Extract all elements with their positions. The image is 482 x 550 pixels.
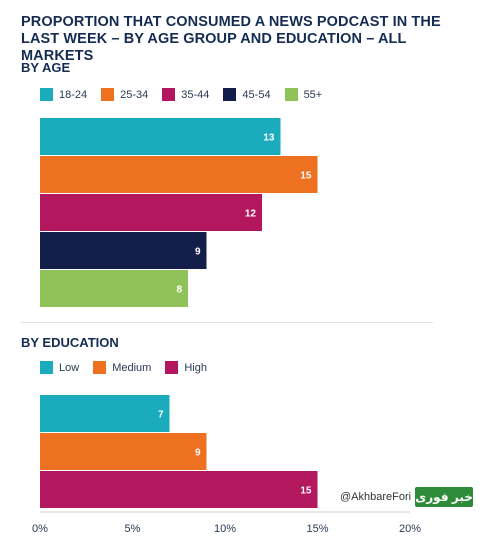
education-bar-label: 9 [195,448,201,459]
age-bar-label: 13 [263,133,275,144]
age-legend-item: 55+ [284,88,323,101]
age-legend-item: 18-24 [40,88,87,101]
education-legend-item: Medium [93,361,151,374]
age-legend-label: 18-24 [59,88,88,101]
age-legend: 18-24 25-34 35-44 45-54 55+ [40,88,336,101]
age-legend-swatch [284,88,298,101]
age-bar [40,232,207,269]
age-section-title: BY AGE [21,60,71,75]
watermark: @AkhbareFori خبر فوری [340,487,474,507]
chart-title: PROPORTION THAT CONSUMED A NEWS PODCAST … [21,14,441,64]
age-legend-swatch [101,88,115,101]
age-legend-swatch [40,88,53,101]
age-legend-item: 45-54 [223,88,271,101]
age-bar-label: 8 [176,285,182,296]
age-bar [40,118,281,155]
age-legend-label: 25-34 [120,88,149,101]
section-divider [21,322,433,323]
age-legend-swatch [162,88,176,101]
education-bar [40,471,318,508]
education-bar-label: 15 [300,486,312,497]
x-tick-label: 20% [399,523,421,535]
age-legend-label: 45-54 [242,88,271,101]
education-legend-label: Low [59,361,80,374]
education-legend-label: Medium [112,361,152,374]
age-bar [40,270,188,307]
age-bar [40,156,318,193]
x-tick-label: 15% [306,523,328,535]
age-bar-label: 15 [300,171,312,182]
age-legend-item: 25-34 [101,88,148,101]
education-legend-item: Low [40,361,79,374]
age-legend-item: 35-44 [162,88,209,101]
education-bar [40,433,207,470]
education-legend-swatch [40,361,53,374]
education-section-title: BY EDUCATION [21,335,119,350]
education-legend-item: High [165,361,207,374]
age-legend-label: 55+ [303,88,323,101]
watermark-logo: خبر فوری [415,487,474,507]
age-legend-label: 35-44 [181,88,210,101]
age-bar [40,194,262,231]
education-legend-label: High [184,361,207,374]
education-bar [40,395,170,432]
education-legend-swatch [93,361,107,374]
age-bar-label: 12 [245,209,257,220]
watermark-handle: @AkhbareFori [340,491,412,503]
x-tick-label: 5% [125,523,141,535]
x-tick-label: 0% [32,523,48,535]
education-legend: Low Medium High [40,361,221,374]
education-legend-swatch [165,361,179,374]
x-tick-label: 10% [214,523,236,535]
education-bar-label: 7 [158,410,164,421]
age-bar-label: 9 [195,247,201,258]
age-legend-swatch [223,88,237,101]
